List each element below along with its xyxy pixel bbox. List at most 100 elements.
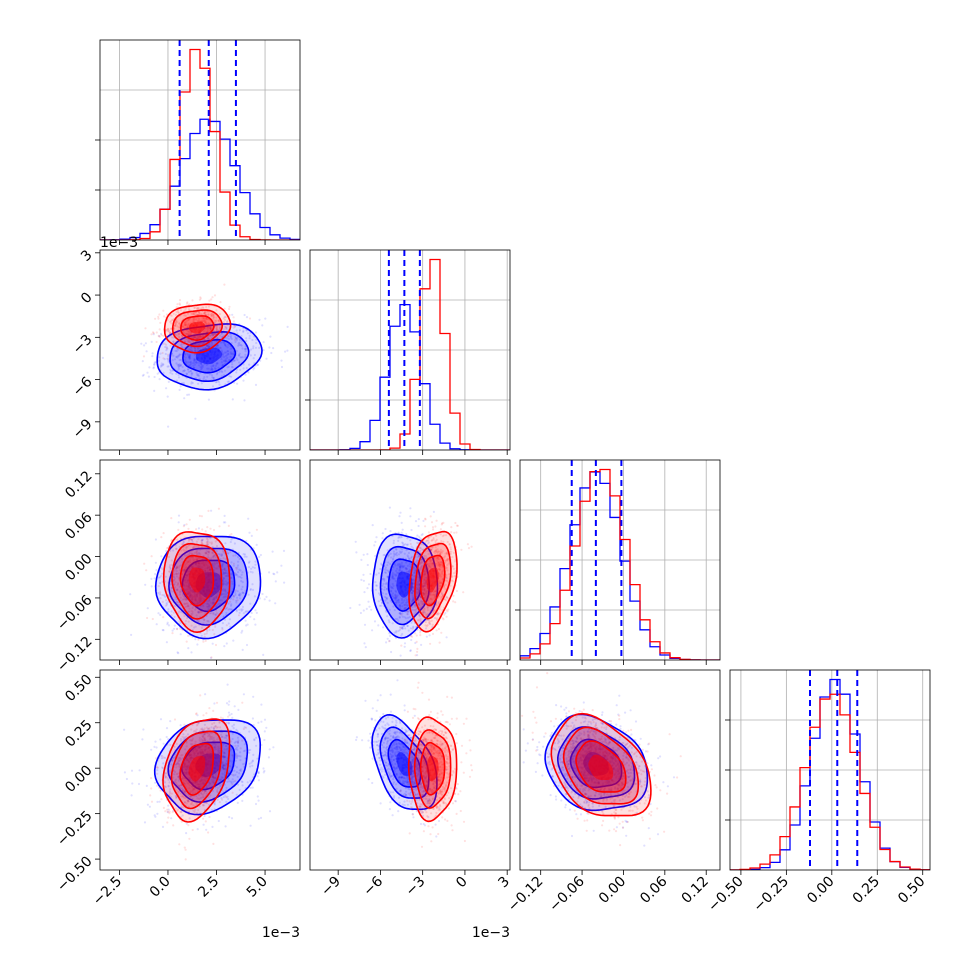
sample-point	[188, 518, 191, 521]
sample-point	[230, 533, 233, 536]
sample-point	[262, 771, 265, 774]
sample-point	[241, 608, 244, 611]
sample-point	[205, 537, 208, 540]
sample-point	[201, 528, 204, 531]
sample-point	[229, 336, 232, 339]
sample-point	[211, 376, 214, 379]
sample-point	[207, 330, 210, 333]
sample-point	[197, 364, 201, 367]
sample-point	[165, 549, 168, 553]
histogram-blue	[730, 678, 930, 870]
sample-point	[165, 387, 168, 390]
sample-point	[186, 312, 190, 315]
sample-point	[212, 602, 215, 605]
sample-point	[225, 611, 228, 614]
histogram-panel-1	[305, 249, 511, 455]
sample-point	[262, 653, 265, 657]
sample-point	[244, 373, 247, 376]
sample-point	[442, 618, 445, 621]
sample-point	[182, 525, 185, 528]
sample-point	[224, 358, 227, 361]
sample-point	[187, 560, 190, 563]
sample-point	[187, 332, 190, 335]
sample-point	[188, 330, 191, 334]
sample-point	[211, 562, 214, 566]
sample-point	[175, 362, 178, 365]
sample-point	[211, 546, 214, 549]
sample-point	[258, 318, 261, 321]
sample-point	[167, 355, 170, 358]
sample-point	[166, 365, 169, 368]
sample-point	[245, 555, 248, 558]
sample-point	[186, 340, 189, 343]
sample-point	[217, 320, 220, 323]
sample-point	[185, 372, 189, 376]
sample-point	[157, 612, 160, 615]
sample-point	[366, 553, 369, 556]
sample-point	[190, 372, 193, 375]
sample-point	[183, 397, 186, 400]
sample-point	[162, 334, 165, 337]
sample-point	[232, 639, 235, 642]
sample-point	[416, 534, 419, 537]
sample-point	[218, 313, 221, 316]
sample-point	[187, 560, 190, 564]
sample-point	[467, 547, 471, 550]
sample-point	[194, 558, 197, 561]
sample-point	[384, 527, 387, 531]
sample-point	[253, 353, 256, 357]
sample-point	[175, 575, 178, 578]
sample-point	[187, 318, 190, 321]
sample-point	[213, 596, 216, 599]
sample-point	[154, 740, 157, 743]
sample-point	[157, 334, 160, 337]
sample-point	[205, 564, 208, 567]
sample-point	[177, 566, 180, 569]
sample-point	[212, 315, 215, 318]
sample-point	[358, 603, 361, 606]
sample-point	[232, 326, 235, 329]
sample-point	[199, 564, 202, 568]
sample-point	[455, 524, 459, 527]
sample-point	[179, 309, 183, 312]
sample-point	[189, 595, 192, 598]
sample-point	[144, 342, 147, 345]
sample-point	[213, 319, 216, 322]
sample-point	[204, 639, 207, 643]
sample-point	[179, 621, 182, 624]
sample-point	[157, 359, 160, 362]
sample-point	[255, 528, 258, 531]
sample-point	[189, 595, 192, 598]
sample-point	[247, 517, 250, 520]
sample-point	[258, 346, 261, 349]
sample-point	[249, 602, 252, 605]
sample-point	[414, 654, 417, 657]
sample-point	[181, 572, 184, 576]
sample-point	[188, 348, 191, 351]
sample-point	[242, 379, 245, 382]
sample-point	[201, 366, 204, 369]
sample-point	[197, 361, 201, 364]
sample-point	[206, 328, 209, 331]
sample-point	[197, 562, 200, 565]
sample-point	[227, 353, 230, 356]
sample-point	[183, 321, 186, 324]
sample-point	[445, 636, 448, 639]
sample-point	[204, 693, 207, 696]
sample-point	[189, 556, 192, 559]
sample-point	[209, 326, 212, 329]
sample-point	[197, 382, 200, 385]
sample-point	[223, 325, 227, 328]
sample-point	[187, 573, 190, 576]
sample-point	[183, 321, 186, 324]
sample-point	[414, 632, 417, 635]
sample-point	[219, 326, 222, 329]
sample-point	[242, 363, 245, 366]
sample-point	[208, 612, 212, 615]
sample-point	[227, 352, 230, 355]
sample-point	[176, 356, 179, 359]
sample-point	[168, 570, 171, 573]
sample-point	[238, 338, 242, 341]
sample-point	[250, 611, 253, 615]
sample-point	[154, 781, 157, 784]
